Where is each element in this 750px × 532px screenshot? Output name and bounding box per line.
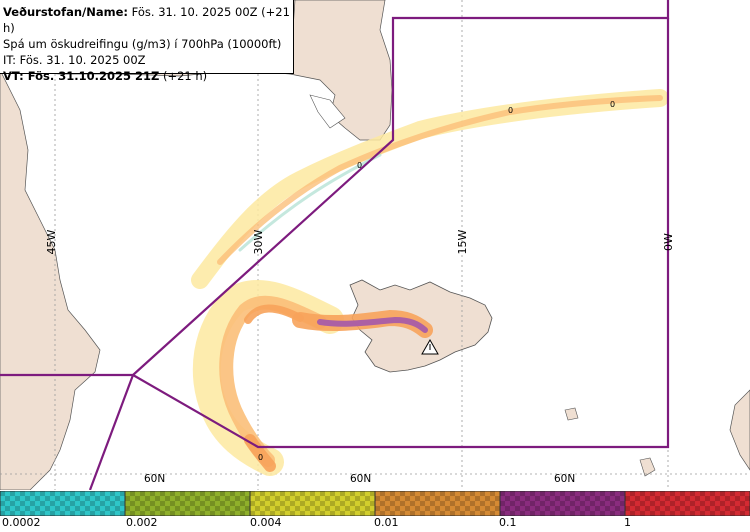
color-legend bbox=[0, 491, 750, 516]
legend-tick: 1 bbox=[624, 516, 631, 529]
legend-swatch-pattern bbox=[250, 491, 375, 516]
valid-time: VT: Fös. 31.10.2025 21Z bbox=[3, 69, 160, 83]
ash-plume-south bbox=[192, 279, 344, 476]
meridian-label: 45W bbox=[45, 229, 58, 254]
parallel-label: 60N bbox=[554, 473, 575, 485]
contour-mark: 0 bbox=[258, 453, 263, 462]
contour-mark: 0 bbox=[357, 161, 362, 170]
run-time: Fös. 31. 10. 2025 00Z (+21 h) bbox=[3, 5, 290, 35]
legend-tick: 0.002 bbox=[126, 516, 158, 529]
legend-tick: 0.004 bbox=[250, 516, 282, 529]
product-description: Spá um öskudreifingu (g/m3) í 700hPa (10… bbox=[3, 37, 282, 51]
legend-tick: 0.01 bbox=[374, 516, 399, 529]
legend-swatch-pattern bbox=[625, 491, 750, 516]
parallel-label: 60N bbox=[144, 473, 165, 485]
contour-mark: 0 bbox=[610, 100, 615, 109]
legend-swatch-pattern bbox=[375, 491, 500, 516]
ash-plume-north bbox=[191, 89, 669, 289]
ash-forecast-map: 0 0 0 0 45W 30W 15W 0W 60N 60N 60N bbox=[0, 0, 750, 490]
valid-offset: (+21 h) bbox=[162, 69, 208, 83]
meridian-label: 30W bbox=[252, 229, 265, 254]
issue-time: IT: Fös. 31. 10. 2025 00Z bbox=[3, 53, 146, 67]
legend-tick: 0.1 bbox=[499, 516, 517, 529]
forecast-header: Veðurstofan/Name: Fös. 31. 10. 2025 00Z … bbox=[0, 0, 294, 83]
meridian-label: 0W bbox=[662, 233, 675, 251]
parallel-label: 60N bbox=[350, 473, 371, 485]
legend-swatch-pattern bbox=[125, 491, 250, 516]
legend-swatch-pattern bbox=[0, 491, 125, 516]
volcano-icon bbox=[421, 338, 439, 355]
legend-tick: 0.0002 bbox=[2, 516, 41, 529]
meridian-label: 15W bbox=[456, 229, 469, 254]
ash-core bbox=[292, 309, 433, 338]
forecast-boundary bbox=[0, 0, 670, 490]
org-label: Veðurstofan/Name: bbox=[3, 5, 128, 19]
contour-mark: 0 bbox=[508, 106, 513, 115]
legend-swatch-pattern bbox=[500, 491, 625, 516]
